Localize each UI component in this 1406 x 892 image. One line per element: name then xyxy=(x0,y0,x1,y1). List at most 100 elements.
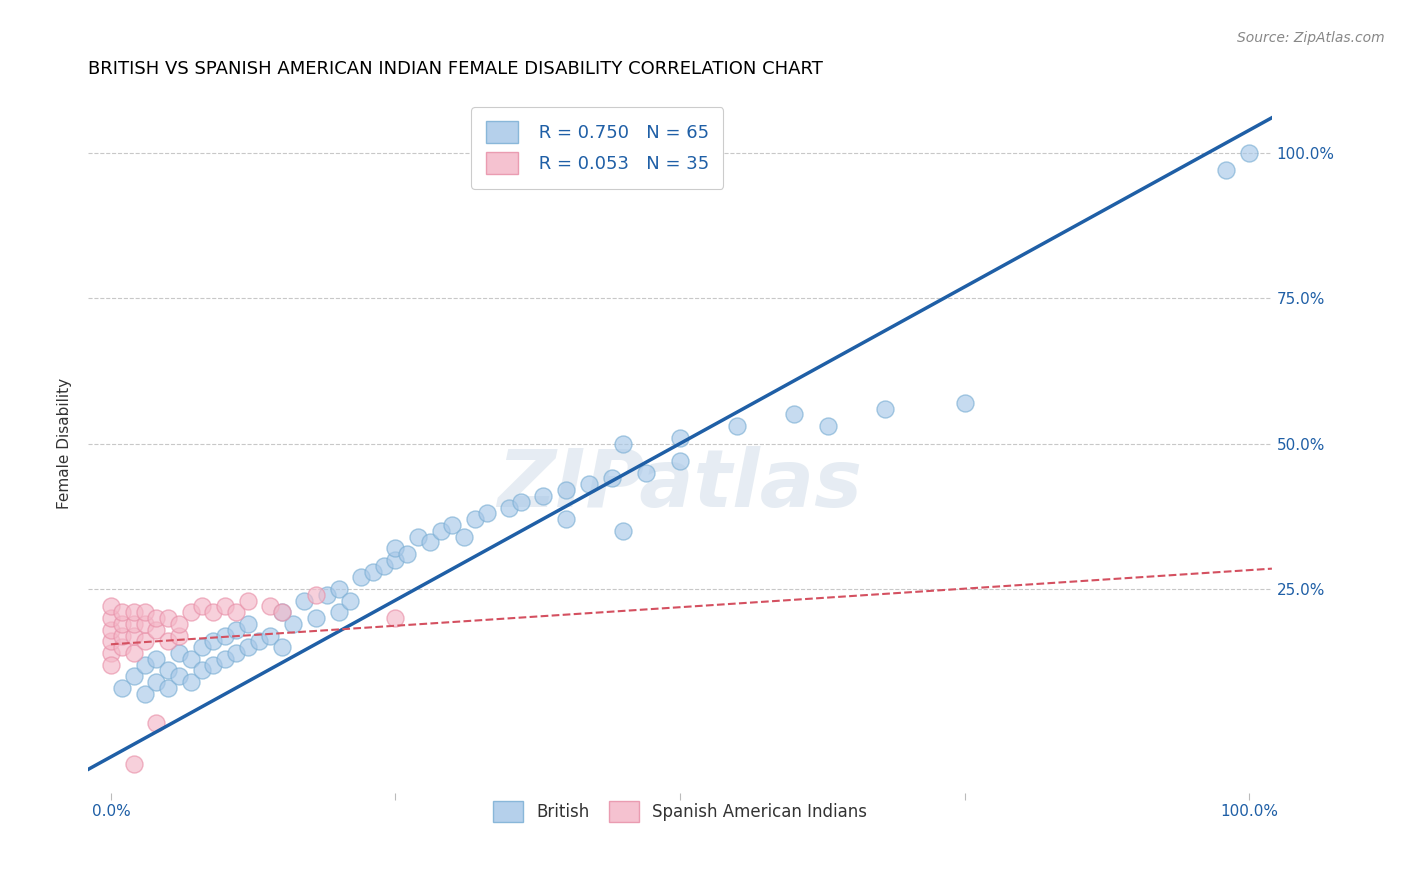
Point xyxy=(384,611,406,625)
Point xyxy=(578,477,600,491)
Point xyxy=(669,454,692,468)
Point xyxy=(100,634,122,648)
Point xyxy=(134,657,156,672)
Point xyxy=(783,408,806,422)
Point xyxy=(384,541,406,556)
Point xyxy=(498,500,520,515)
Point xyxy=(122,616,145,631)
Point xyxy=(430,524,453,538)
Point xyxy=(122,605,145,619)
Point xyxy=(236,640,259,655)
Point xyxy=(236,593,259,607)
Point xyxy=(406,530,429,544)
Point xyxy=(316,588,339,602)
Point xyxy=(134,634,156,648)
Point xyxy=(167,669,190,683)
Point xyxy=(100,646,122,660)
Point xyxy=(281,616,304,631)
Point xyxy=(111,616,134,631)
Point xyxy=(214,629,236,643)
Point xyxy=(122,669,145,683)
Point xyxy=(122,646,145,660)
Point xyxy=(214,652,236,666)
Text: BRITISH VS SPANISH AMERICAN INDIAN FEMALE DISABILITY CORRELATION CHART: BRITISH VS SPANISH AMERICAN INDIAN FEMAL… xyxy=(89,60,823,78)
Point xyxy=(1237,145,1260,160)
Point xyxy=(395,547,418,561)
Point xyxy=(134,616,156,631)
Point xyxy=(873,401,896,416)
Point xyxy=(134,687,156,701)
Text: Source: ZipAtlas.com: Source: ZipAtlas.com xyxy=(1237,31,1385,45)
Point xyxy=(156,634,179,648)
Y-axis label: Female Disability: Female Disability xyxy=(58,378,72,509)
Point xyxy=(612,436,634,450)
Point xyxy=(270,605,292,619)
Point xyxy=(669,431,692,445)
Point xyxy=(270,605,292,619)
Point xyxy=(533,489,555,503)
Point xyxy=(122,629,145,643)
Point xyxy=(441,518,464,533)
Point xyxy=(180,652,202,666)
Point xyxy=(817,419,839,434)
Point xyxy=(555,483,578,497)
Point xyxy=(156,611,179,625)
Point xyxy=(111,605,134,619)
Point xyxy=(202,634,225,648)
Point xyxy=(305,588,328,602)
Point xyxy=(111,681,134,695)
Point xyxy=(145,715,167,730)
Point xyxy=(328,605,350,619)
Point xyxy=(634,466,657,480)
Point xyxy=(373,558,395,573)
Point xyxy=(555,512,578,526)
Point xyxy=(100,623,122,637)
Point xyxy=(725,419,748,434)
Point xyxy=(202,657,225,672)
Point xyxy=(259,599,281,614)
Point xyxy=(225,646,247,660)
Point xyxy=(145,611,167,625)
Point xyxy=(100,599,122,614)
Point xyxy=(145,652,167,666)
Point xyxy=(145,675,167,690)
Point xyxy=(419,535,441,549)
Point xyxy=(156,664,179,678)
Point xyxy=(464,512,486,526)
Point xyxy=(100,657,122,672)
Point xyxy=(600,471,623,485)
Point xyxy=(156,681,179,695)
Point xyxy=(612,524,634,538)
Point xyxy=(259,629,281,643)
Point xyxy=(453,530,475,544)
Point xyxy=(167,629,190,643)
Point xyxy=(509,494,531,508)
Point xyxy=(145,623,167,637)
Point xyxy=(167,646,190,660)
Point xyxy=(247,634,270,648)
Point xyxy=(180,675,202,690)
Point xyxy=(225,623,247,637)
Point xyxy=(180,605,202,619)
Text: ZIPatlas: ZIPatlas xyxy=(498,446,862,524)
Point xyxy=(236,616,259,631)
Point xyxy=(225,605,247,619)
Point xyxy=(350,570,373,584)
Legend: British, Spanish American Indians: British, Spanish American Indians xyxy=(481,789,879,833)
Point xyxy=(191,664,214,678)
Point xyxy=(167,616,190,631)
Point xyxy=(134,605,156,619)
Point xyxy=(100,611,122,625)
Point xyxy=(202,605,225,619)
Point xyxy=(328,582,350,596)
Point xyxy=(111,629,134,643)
Point xyxy=(191,599,214,614)
Point xyxy=(305,611,328,625)
Point xyxy=(1215,163,1237,178)
Point xyxy=(294,593,316,607)
Point xyxy=(111,640,134,655)
Point xyxy=(361,565,384,579)
Point xyxy=(270,640,292,655)
Point xyxy=(953,396,976,410)
Point xyxy=(122,756,145,771)
